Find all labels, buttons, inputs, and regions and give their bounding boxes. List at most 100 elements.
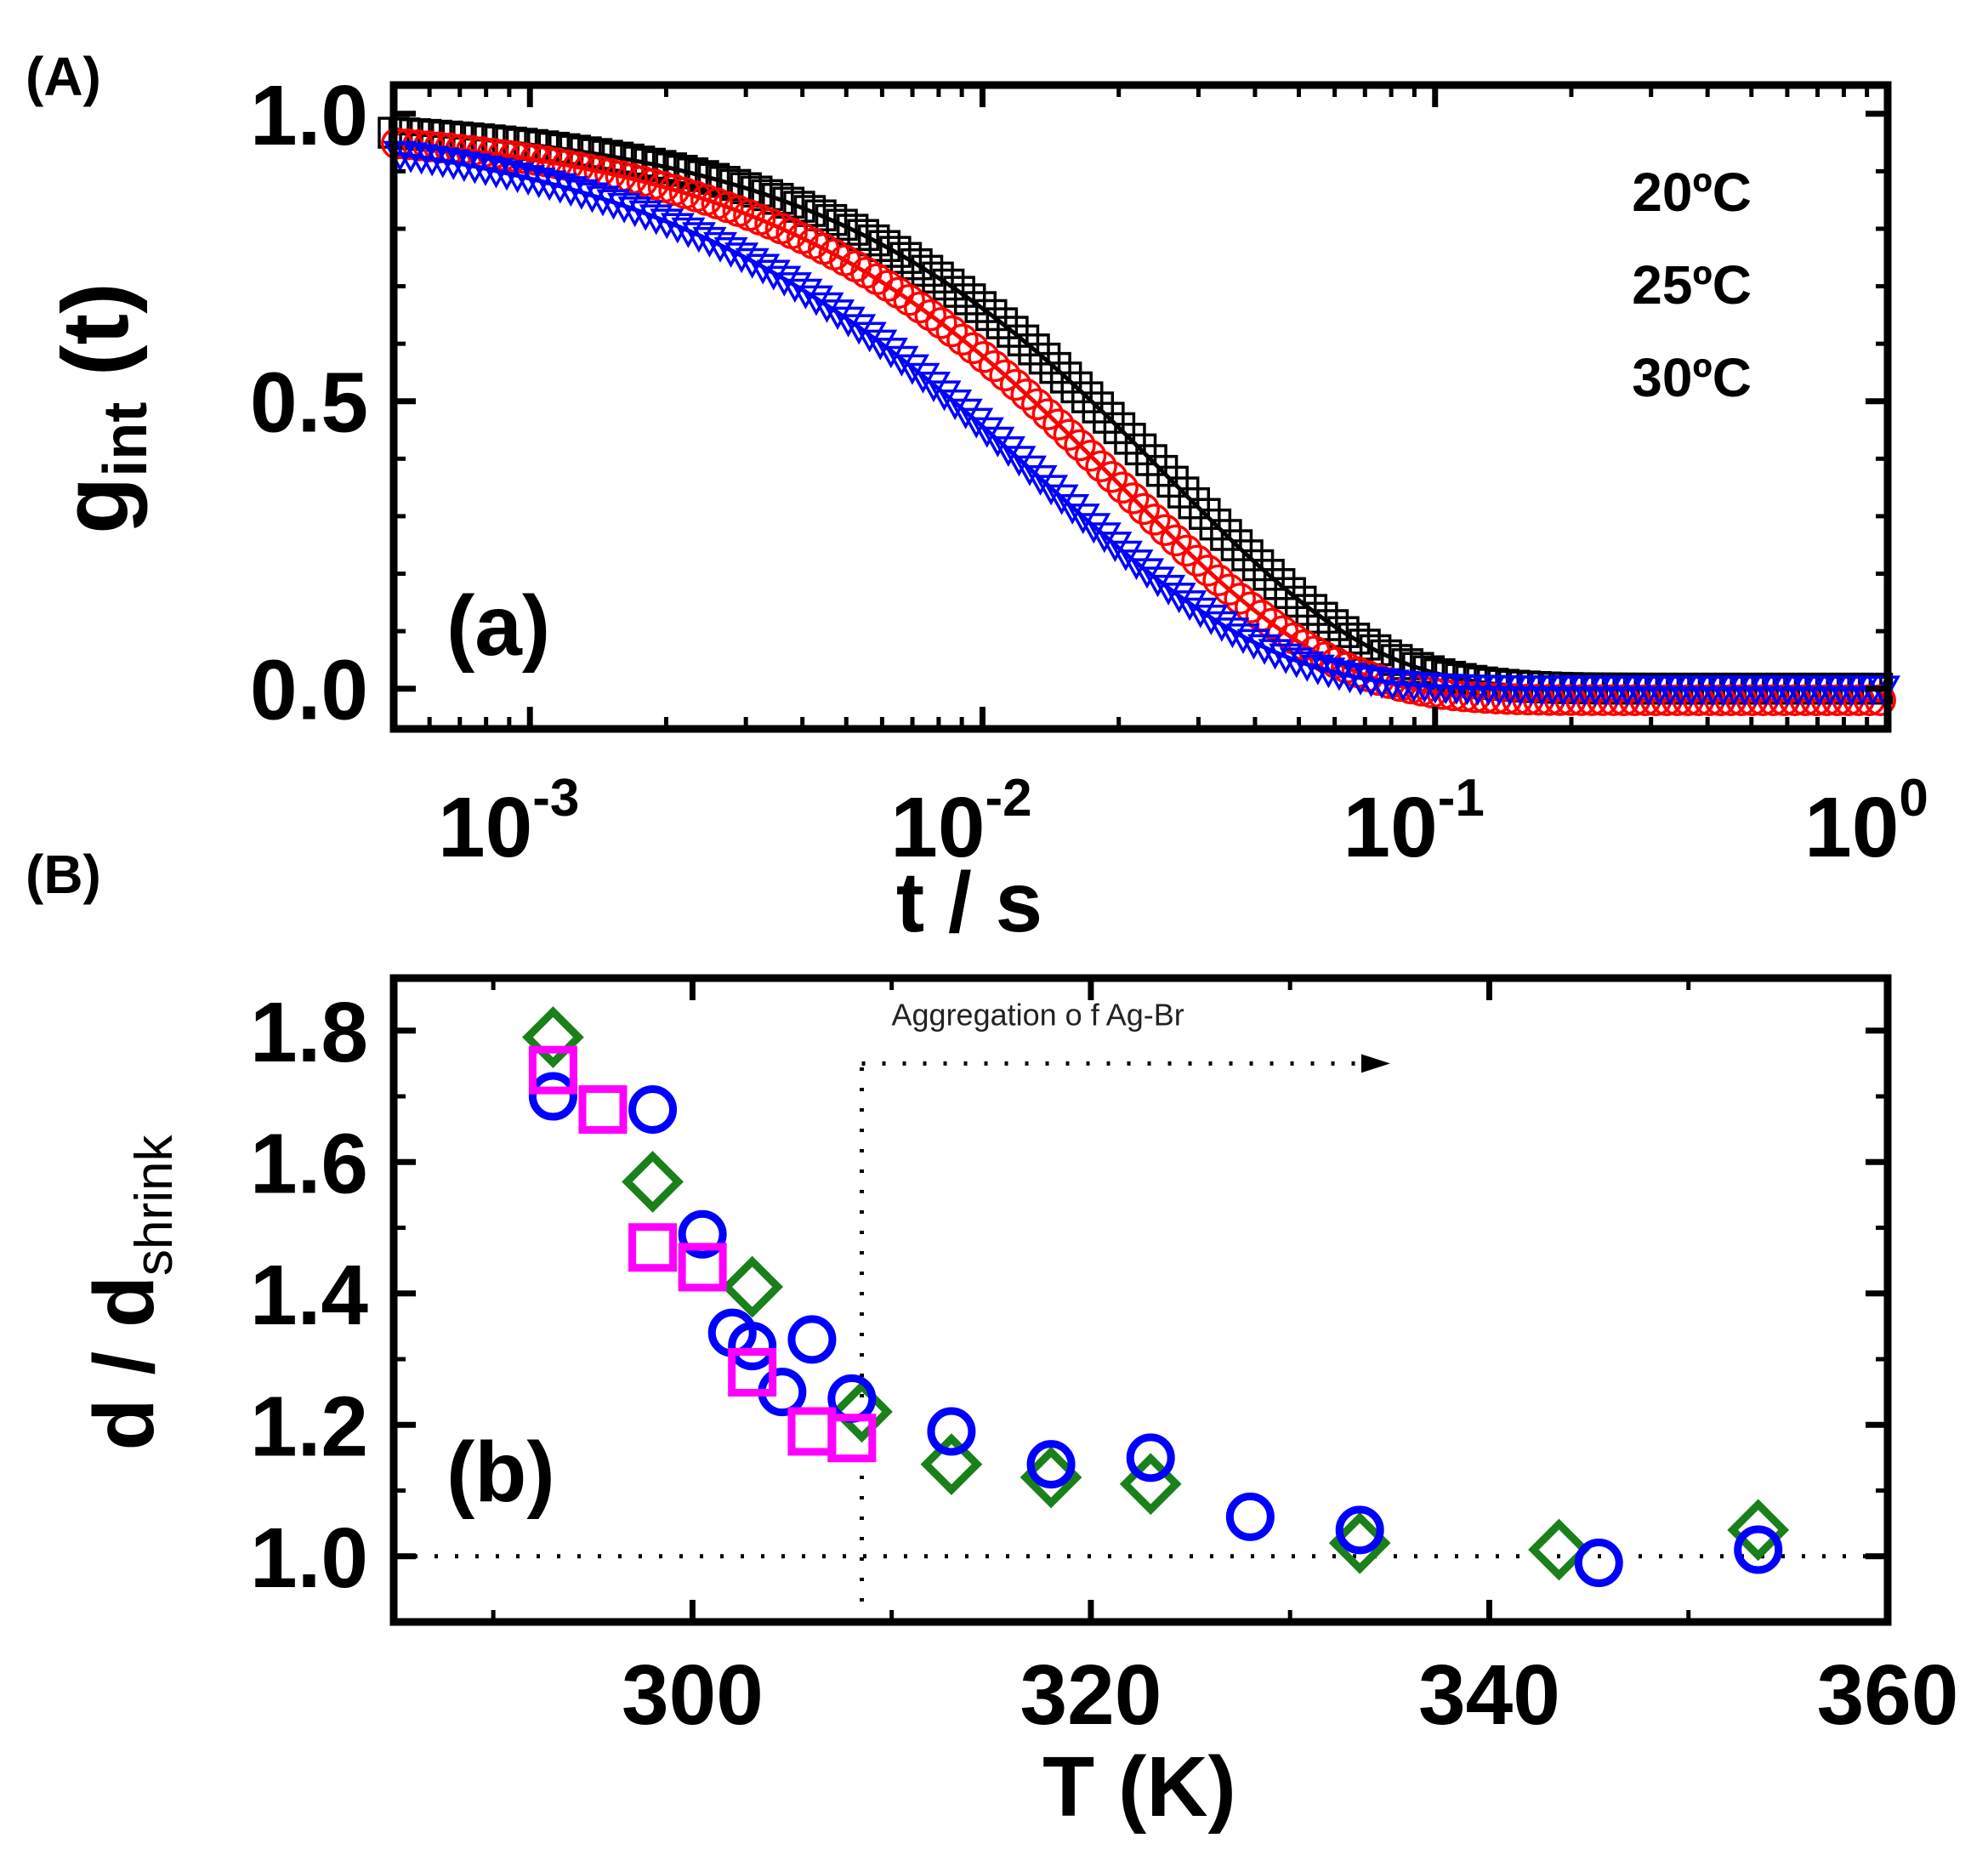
series-1-point <box>1181 544 1213 578</box>
b-series-0-point <box>522 1006 584 1068</box>
panel-b-ylabel-sub: shrink <box>125 1135 184 1276</box>
series-2-point <box>586 185 620 217</box>
series-1-point <box>1224 583 1256 615</box>
b-series-2-point <box>528 1045 577 1095</box>
series-2-point <box>1290 651 1325 682</box>
series-0-point <box>1263 567 1296 600</box>
series-2-point <box>1247 634 1282 665</box>
series-2-point <box>1321 660 1356 691</box>
series-0-point <box>889 242 923 275</box>
series-2-point <box>959 407 994 439</box>
x-tick-label: 360 <box>1817 1647 1959 1743</box>
svg-text:d / dshrink: d / dshrink <box>77 1135 184 1451</box>
series-0-point <box>1402 652 1434 685</box>
panel-b-x-axis-label: T (K) <box>1042 1739 1236 1835</box>
series-1-point <box>1213 573 1246 606</box>
series-1-point <box>1021 388 1054 421</box>
series-2-point <box>521 168 556 199</box>
panel-b-inset-label: (b) <box>446 1425 555 1520</box>
series-1-point <box>1095 461 1128 493</box>
series-0-point <box>1391 648 1423 680</box>
series-0-point <box>1124 433 1157 466</box>
b-series-1-point <box>728 1322 777 1371</box>
b-series-2-point <box>678 1243 727 1292</box>
b-series-0-point <box>920 1433 983 1495</box>
series-1-point <box>1106 471 1139 504</box>
panel-b-ylabel-main: d / d <box>77 1276 172 1451</box>
series-2-point <box>1055 493 1090 525</box>
series-0-point <box>997 316 1029 348</box>
series-2-point <box>511 165 546 196</box>
series-2-point <box>1151 574 1186 606</box>
series-0-point <box>1220 529 1253 561</box>
series-1-point <box>903 291 936 324</box>
b-series-2-point <box>728 1347 777 1397</box>
series-2-point <box>1108 540 1143 572</box>
series-1-point <box>893 284 925 316</box>
b-series-1-point <box>628 1084 678 1134</box>
series-2-point <box>821 299 855 331</box>
b-series-0-point <box>1528 1518 1590 1581</box>
series-2-point <box>607 192 642 224</box>
series-1-point <box>1191 555 1224 587</box>
series-0-point <box>1103 412 1136 445</box>
panel-a-ticks: 0.0 0.5 1.0 10-3 10-2 10-1 100 <box>250 68 1928 875</box>
y-tick-label: 0.5 <box>250 356 368 451</box>
series-2-point <box>1098 532 1133 563</box>
panel-b-ticks: 1.0 1.2 1.4 1.6 1.8 300 320 340 360 <box>250 978 1958 1743</box>
series-1-point <box>999 368 1032 401</box>
b-series-2-point <box>787 1407 837 1456</box>
series-2-point <box>490 160 525 191</box>
series-1-point <box>1031 398 1065 430</box>
series-2-point <box>1162 583 1196 614</box>
b-series-0-group <box>522 1006 1790 1581</box>
series-2-point <box>1065 504 1100 535</box>
series-2-point <box>457 153 492 185</box>
b-series-1-point <box>1335 1505 1384 1555</box>
panel-a-legend: 20ºC 25ºC 30ºC <box>1632 162 1752 408</box>
series-2-point <box>917 371 951 402</box>
series-0-point <box>730 172 762 205</box>
series-0-point <box>1060 371 1093 404</box>
b-series-2-point <box>628 1223 678 1272</box>
series-2-point <box>479 157 514 189</box>
series-2-point <box>542 173 577 204</box>
panel-a-chart: 0.00.51.010-3 10-2 10-1 100 20ºC 25ºC 30ºC … <box>43 68 1928 950</box>
series-1-point <box>957 332 990 365</box>
series-0-point <box>1327 616 1360 648</box>
series-0-point <box>815 203 848 236</box>
series-0-point <box>1178 486 1210 520</box>
series-2-point <box>948 398 983 430</box>
panel-label-B: (B) <box>26 844 101 905</box>
series-0-point <box>868 230 901 262</box>
b-series-2-point <box>578 1084 628 1134</box>
series-2-point <box>873 338 908 369</box>
series-2-point <box>575 182 610 213</box>
series-2-point <box>980 426 1015 458</box>
b-series-2-point <box>827 1414 877 1463</box>
series-0-point <box>719 168 752 202</box>
series-1-point <box>978 350 1011 383</box>
legend-20c: 20ºC <box>1632 162 1752 223</box>
series-1-point <box>1139 504 1171 536</box>
series-0-point <box>826 208 858 242</box>
series-2-point <box>468 155 503 186</box>
series-1-point <box>1053 418 1086 451</box>
series-2-point <box>446 151 481 183</box>
series-0-point <box>1071 381 1104 413</box>
series-1-point <box>1085 450 1117 482</box>
series-0-point <box>975 299 1008 332</box>
x-tick-label: 10-3 <box>438 769 579 875</box>
y-tick-label: 1.4 <box>250 1248 368 1343</box>
y-tick-label: 1.0 <box>250 68 368 163</box>
series-2-point <box>1311 657 1346 689</box>
b-series-1-point <box>1734 1525 1783 1574</box>
series-0-point <box>1007 324 1040 357</box>
series-2-fit-line <box>393 151 1888 691</box>
series-2-point <box>969 417 1004 448</box>
series-2-point <box>596 189 631 220</box>
panel-b-frame <box>389 974 1892 1626</box>
series-1-point <box>1010 378 1042 411</box>
series-2-point <box>927 380 962 412</box>
series-1-point <box>1202 564 1235 596</box>
